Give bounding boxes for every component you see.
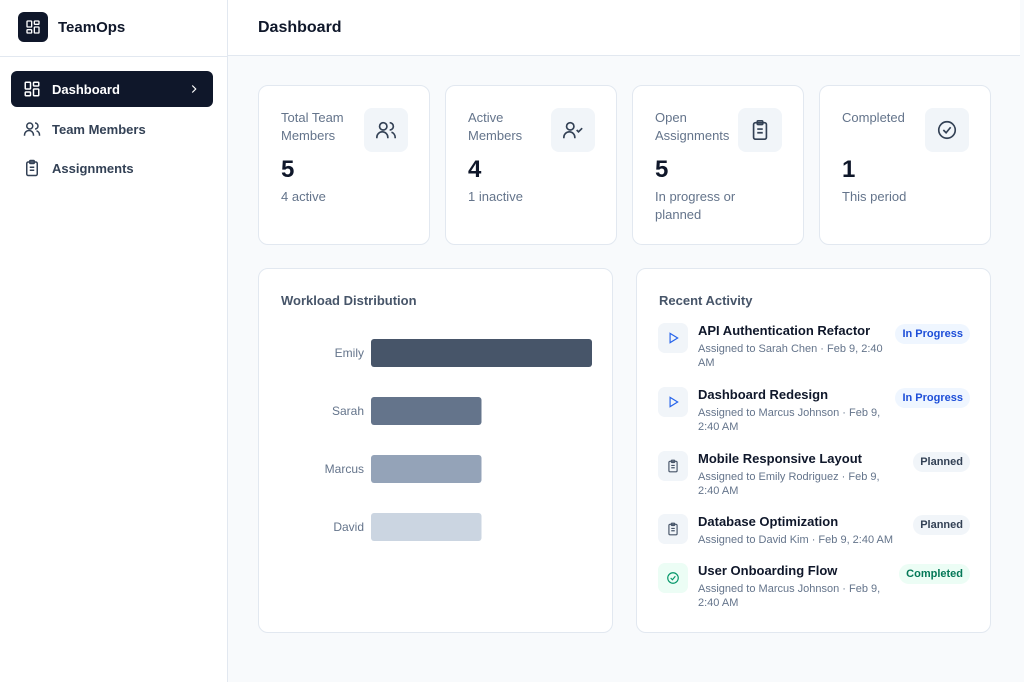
activity-meta: Assigned to Sarah Chen · Feb 9, 2:40 AM [698, 343, 883, 369]
status-icon [658, 563, 688, 593]
stat-sub: 4 active [281, 189, 326, 204]
activity-panel: Recent Activity API Authentication Refac… [636, 268, 991, 633]
stat-label: Total Team Members [281, 110, 344, 143]
bar [371, 339, 592, 367]
stat-sub: In progress or planned [655, 189, 736, 222]
stat-value: 4 [468, 156, 482, 183]
stat-label: Open Assignments [655, 110, 730, 143]
activity-title: User Onboarding Flow [698, 563, 838, 578]
nav-icon [23, 122, 41, 136]
activity-meta: Assigned to Marcus Johnson · Feb 9, 2:40… [698, 583, 881, 609]
status-icon [658, 387, 688, 417]
logo-icon [26, 20, 40, 34]
panel-title: Workload Distribution [281, 293, 417, 308]
stat-icon [551, 108, 595, 152]
workload-chart: Emily Sarah Marcus David [325, 339, 592, 541]
nav-item[interactable]: Dashboard [11, 71, 213, 107]
chevron [191, 85, 197, 93]
header: Dashboard [228, 0, 1020, 56]
activity-title: Mobile Responsive Layout [698, 451, 862, 466]
page-title: Dashboard [258, 19, 342, 36]
stat-value: 5 [655, 156, 669, 183]
status-badge: Planned [913, 515, 970, 535]
activity-title: API Authentication Refactor [698, 323, 871, 338]
status-badge: In Progress [895, 388, 970, 408]
stat-sub: 1 inactive [468, 189, 523, 204]
stat-card: Open Assignments 5 In progress or planne… [632, 85, 804, 245]
stat-card: Total Team Members 5 4 active [258, 85, 430, 245]
status-badge: Planned [913, 452, 970, 472]
stat-icon [925, 108, 969, 152]
nav-label: Assignments [52, 160, 134, 176]
workload-panel: Workload Distribution Emily Sarah Marcus Da… [258, 268, 613, 633]
status-icon [658, 514, 688, 544]
category-label: Sarah [332, 404, 364, 418]
status-badge: In Progress [895, 324, 970, 344]
stat-icon [738, 108, 782, 152]
activity-title: Dashboard Redesign [698, 387, 829, 402]
bar [371, 397, 482, 425]
activity-meta: Assigned to Emily Rodriguez · Feb 9, 2:4… [698, 471, 880, 497]
activity-meta: Assigned to Marcus Johnson · Feb 9, 2:40… [698, 407, 881, 433]
nav-label: Team Members [52, 121, 146, 137]
stat-card: Active Members 4 1 inactive [445, 85, 617, 245]
stat-value: 5 [281, 156, 295, 183]
category-label: Emily [335, 346, 364, 360]
stat-label: Completed [842, 110, 905, 125]
bar [371, 513, 482, 541]
nav-icon [26, 159, 38, 177]
status-badge: Completed [899, 564, 970, 584]
nav-label: Dashboard [52, 81, 120, 97]
panel-title: Recent Activity [659, 293, 753, 308]
status-icon [658, 451, 688, 481]
category-label: David [333, 520, 364, 534]
stat-sub: This period [842, 189, 907, 204]
stat-card: Completed 1 This period [819, 85, 991, 245]
nav-item[interactable]: Team Members [11, 111, 213, 147]
stat-icon [364, 108, 408, 152]
divider [0, 56, 227, 57]
activity-title: Database Optimization [698, 514, 839, 529]
brand: TeamOps [58, 19, 126, 36]
stat-value: 1 [842, 156, 856, 183]
activity-meta: Assigned to David Kim · Feb 9, 2:40 AM [698, 534, 894, 546]
nav-item[interactable]: Assignments [11, 150, 213, 186]
sidebar: TeamOps Dashboard Team Members Assignmen… [0, 0, 228, 682]
logo [18, 12, 48, 42]
category-label: Marcus [325, 462, 364, 476]
stat-label: Active Members [468, 110, 523, 143]
status-icon [658, 323, 688, 353]
bar [371, 455, 482, 483]
nav-icon [24, 81, 40, 97]
